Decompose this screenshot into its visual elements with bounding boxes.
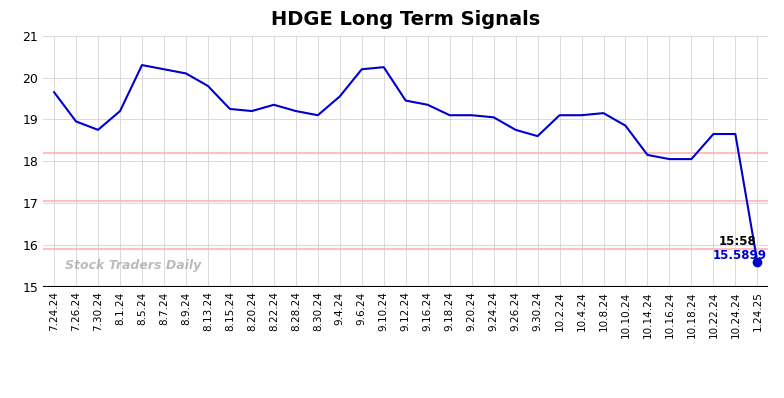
Text: Stock Traders Daily: Stock Traders Daily [65,259,201,271]
Text: 15:58: 15:58 [718,235,757,248]
Title: HDGE Long Term Signals: HDGE Long Term Signals [271,10,540,29]
Text: 15.5899: 15.5899 [713,249,767,262]
